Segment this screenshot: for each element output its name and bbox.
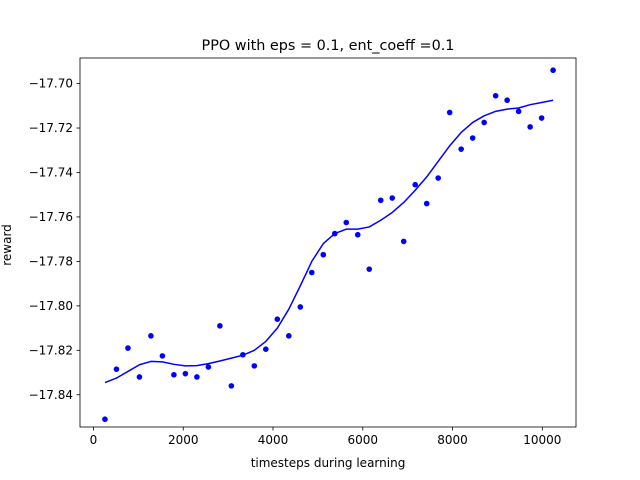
data-point	[377, 197, 384, 204]
data-point	[182, 370, 189, 377]
x-tick-label: 2000	[168, 433, 199, 447]
data-point	[423, 200, 430, 207]
data-point	[228, 383, 235, 389]
x-axis-label: timesteps during learning	[251, 456, 406, 470]
data-point	[458, 146, 464, 152]
data-point	[527, 124, 533, 130]
data-point	[136, 374, 143, 380]
data-point	[331, 230, 338, 237]
axes: 0 2000 4000 6000 8000 10000 −17.84 −17.82 −17.80…	[29, 57, 577, 447]
x-tick-label: 0	[90, 433, 98, 447]
axes-frame	[79, 57, 577, 428]
data-point	[148, 333, 154, 339]
data-point	[343, 219, 350, 226]
data-point	[159, 353, 166, 359]
data-point	[113, 366, 120, 373]
data-point	[274, 316, 281, 322]
y-tick-label: −17.76	[29, 210, 73, 224]
data-point	[263, 346, 269, 353]
data-point	[469, 135, 476, 141]
y-axis-label: reward	[0, 224, 14, 266]
data-point	[492, 92, 499, 99]
data-point	[504, 97, 510, 104]
x-tick-label: 10000	[523, 433, 561, 447]
data-point	[400, 238, 407, 245]
data-point	[286, 333, 292, 339]
trend-line	[104, 99, 554, 384]
data-point	[412, 181, 419, 188]
y-tick-label: −17.82	[29, 343, 73, 357]
chart-title: PPO with eps = 0.1, ent_coeff =0.1	[202, 38, 455, 54]
data-point	[481, 119, 487, 126]
data-point	[309, 269, 315, 276]
x-tick-label: 8000	[437, 433, 468, 447]
data-point	[366, 266, 373, 272]
data-point	[171, 371, 177, 378]
data-point	[297, 304, 304, 310]
y-tick-label: −17.84	[29, 388, 73, 402]
data-point	[205, 364, 212, 370]
data-point	[320, 251, 327, 258]
y-tick-label: −17.72	[29, 121, 73, 135]
data-point	[354, 231, 361, 238]
x-tick-label: 4000	[258, 433, 289, 447]
data-point	[217, 323, 223, 329]
data-point	[435, 175, 442, 181]
y-tick-label: −17.74	[29, 165, 73, 179]
data-point	[389, 195, 396, 201]
data-point	[550, 67, 556, 74]
data-point	[240, 351, 246, 358]
y-tick-label: −17.80	[29, 299, 73, 313]
data-point	[125, 345, 131, 351]
x-tick-label: 6000	[348, 433, 379, 447]
data-point	[194, 374, 200, 380]
data-point	[515, 108, 522, 115]
y-tick-label: −17.70	[29, 77, 73, 91]
data-point	[251, 363, 258, 369]
data-point	[102, 416, 108, 423]
data-point	[538, 115, 545, 121]
plot-area	[102, 67, 556, 423]
data-point	[446, 109, 453, 116]
y-tick-label: −17.78	[29, 254, 73, 268]
